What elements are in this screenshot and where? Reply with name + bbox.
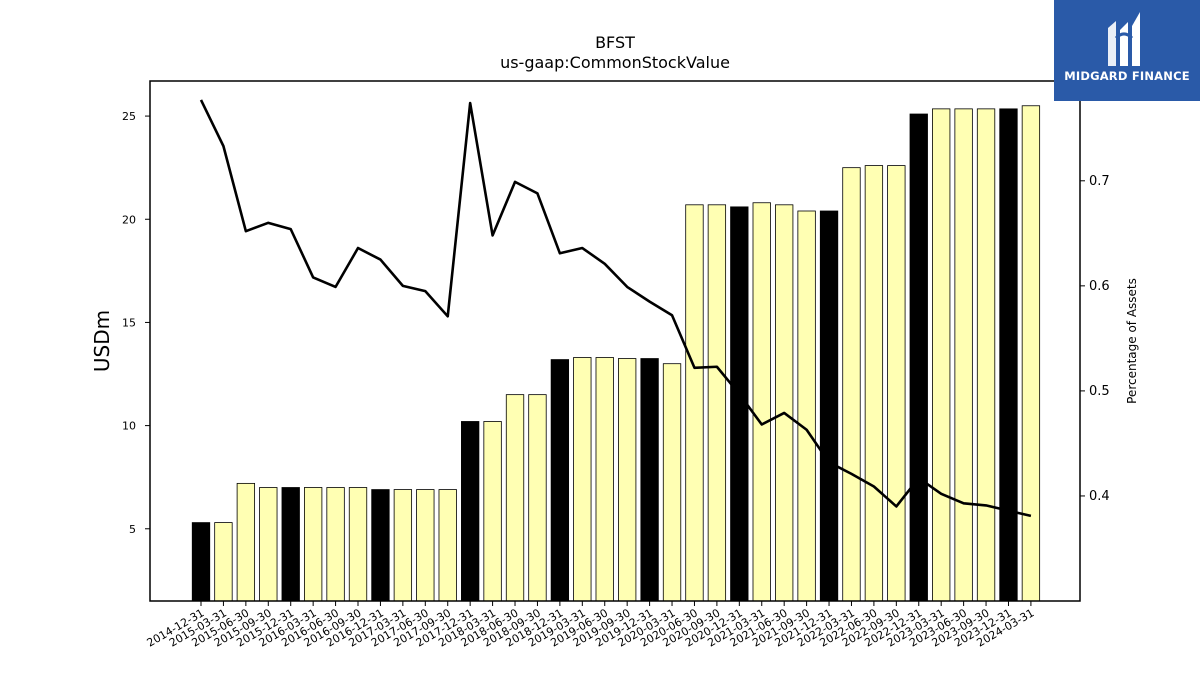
bar-2016-09-30 bbox=[348, 487, 368, 602]
line-layer bbox=[199, 99, 1032, 518]
bar-2016-12-31 bbox=[371, 489, 390, 602]
chart-title: BFST bbox=[595, 33, 635, 52]
y2-tick-label: 0.5 bbox=[1089, 384, 1110, 399]
y-axis-left: 5 10 15 20 25 bbox=[122, 110, 150, 536]
bar-2017-06-30 bbox=[416, 489, 435, 602]
bar-2020-06-30 bbox=[685, 204, 704, 602]
chart-subtitle: us-gaap:CommonStockValue bbox=[500, 53, 730, 72]
bar-2019-12-31 bbox=[640, 358, 659, 602]
bar-2017-03-31 bbox=[393, 489, 413, 602]
bar-2022-03-31 bbox=[842, 167, 861, 602]
bar-2020-03-31 bbox=[662, 363, 682, 602]
bar-2018-12-31 bbox=[550, 359, 570, 602]
y-axis-right: 0.4 0.5 0.6 0.7 bbox=[1080, 174, 1110, 504]
bar-2022-06-30 bbox=[864, 165, 884, 602]
bar-2017-09-30 bbox=[438, 489, 457, 602]
bar-2018-09-30 bbox=[528, 394, 547, 602]
bars-layer bbox=[191, 105, 1041, 602]
bar-2020-09-30 bbox=[707, 204, 727, 602]
y2-tick-label: 0.6 bbox=[1089, 279, 1110, 294]
y-tick-label: 25 bbox=[122, 110, 136, 123]
bar-2014-12-31 bbox=[191, 522, 211, 602]
bar-2019-06-30 bbox=[595, 357, 614, 602]
bar-2019-03-31 bbox=[573, 357, 592, 602]
bar-2015-06-30 bbox=[236, 482, 256, 602]
bar-2019-09-30 bbox=[618, 358, 637, 602]
bar-2021-09-30 bbox=[797, 210, 816, 602]
bar-2017-12-31 bbox=[461, 421, 480, 602]
bar-2021-06-30 bbox=[775, 204, 794, 602]
y2-tick-label: 0.7 bbox=[1089, 174, 1110, 189]
bar-2015-12-31 bbox=[281, 487, 300, 602]
y-tick-label: 10 bbox=[122, 420, 136, 433]
bar-2023-12-31 bbox=[999, 108, 1018, 602]
midgard-finance-logo: MIDGARD FINANCE bbox=[1054, 0, 1200, 101]
logo-text: MIDGARD FINANCE bbox=[1064, 69, 1190, 83]
plot-frame bbox=[149, 80, 1081, 602]
y-tick-label: 20 bbox=[122, 213, 136, 226]
line-series-percentage-of-assets bbox=[199, 99, 1032, 518]
y-tick-label: 15 bbox=[122, 316, 136, 329]
bar-2022-12-31 bbox=[909, 113, 928, 602]
bar-2021-12-31 bbox=[819, 210, 839, 602]
x-axis: 2014-12-312015-03-312015-06-302015-09-30… bbox=[145, 601, 1036, 650]
bar-2023-06-30 bbox=[954, 108, 973, 602]
y2-tick-label: 0.4 bbox=[1089, 489, 1110, 504]
bar-2015-03-31 bbox=[214, 522, 233, 602]
bar-2018-06-30 bbox=[505, 394, 525, 602]
bar-2016-06-30 bbox=[326, 487, 345, 602]
bar-2023-09-30 bbox=[976, 108, 996, 602]
y-axis-label: USDm bbox=[90, 310, 114, 372]
midgard-logo-icon bbox=[1108, 12, 1140, 66]
bar-2023-03-31 bbox=[932, 108, 951, 602]
bar-2016-03-31 bbox=[303, 487, 323, 602]
y2-axis-label: Percentage of Assets bbox=[1125, 278, 1139, 404]
y-tick-label: 5 bbox=[129, 523, 136, 536]
bar-2018-03-31 bbox=[483, 421, 502, 602]
bar-2022-09-30 bbox=[887, 165, 906, 602]
bar-2024-03-31 bbox=[1021, 105, 1041, 602]
bar-2021-03-31 bbox=[752, 202, 771, 602]
bar-2015-09-30 bbox=[259, 487, 278, 602]
